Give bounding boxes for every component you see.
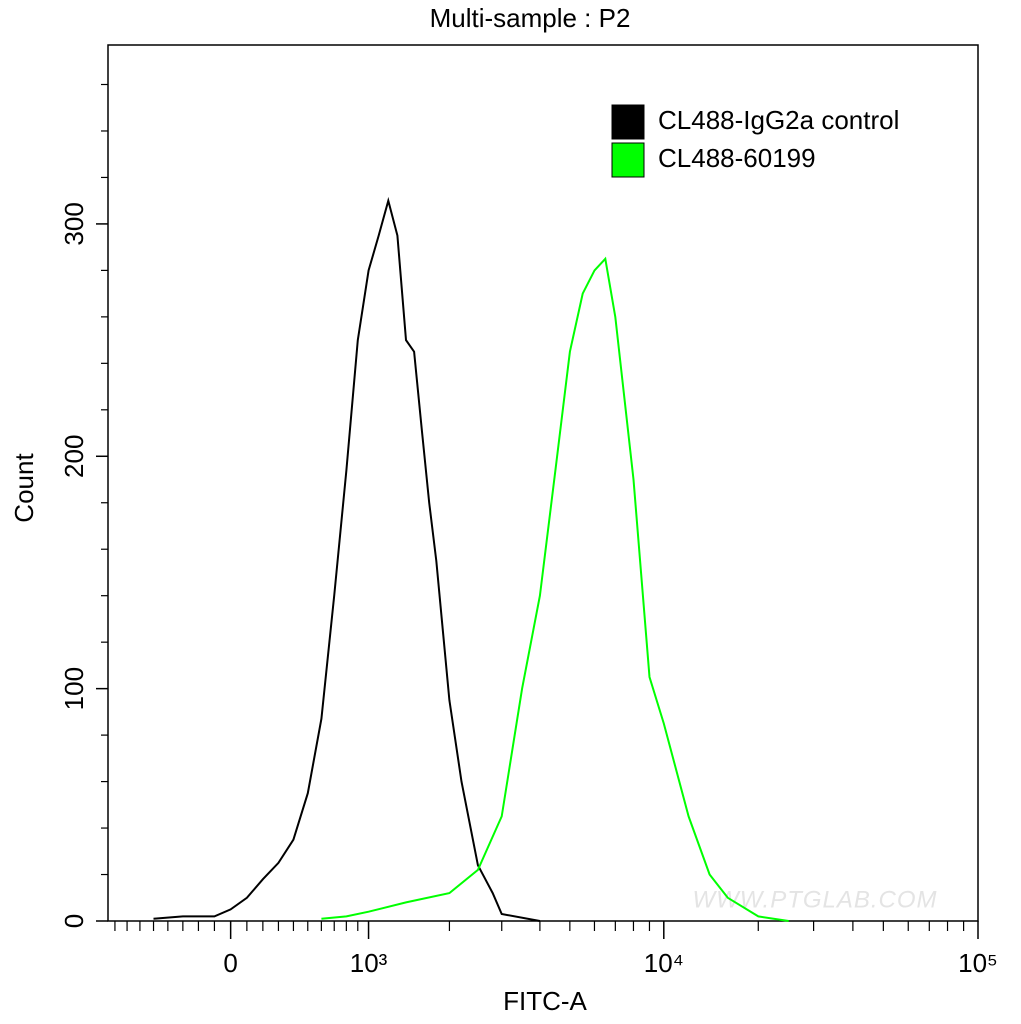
y-tick-label: 200: [59, 435, 89, 478]
histogram-line: [153, 196, 541, 922]
histogram-line: [321, 256, 789, 922]
x-tick-label: 0: [223, 948, 237, 978]
y-axis-label: Count: [9, 453, 39, 523]
legend-label: CL488-60199: [658, 143, 816, 173]
x-tick-label: 10⁴: [644, 948, 684, 978]
y-tick-label: 0: [59, 914, 89, 928]
y-tick-label: 100: [59, 667, 89, 710]
plot-frame: [107, 44, 979, 922]
x-axis-label: FITC-A: [503, 986, 587, 1016]
watermark: WWW.PTGLAB.COM: [692, 886, 937, 913]
legend-swatch: [611, 142, 645, 178]
legend-swatch: [611, 104, 645, 140]
y-tick-label: 300: [59, 202, 89, 245]
chart-title: Multi-sample : P2: [430, 3, 631, 33]
x-tick-label: 10³: [350, 948, 388, 978]
legend-label: CL488-IgG2a control: [658, 105, 899, 135]
x-tick-label: 10⁵: [958, 948, 998, 978]
